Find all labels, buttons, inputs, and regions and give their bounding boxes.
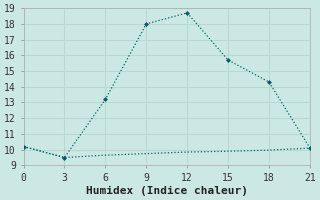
X-axis label: Humidex (Indice chaleur): Humidex (Indice chaleur) — [86, 186, 248, 196]
